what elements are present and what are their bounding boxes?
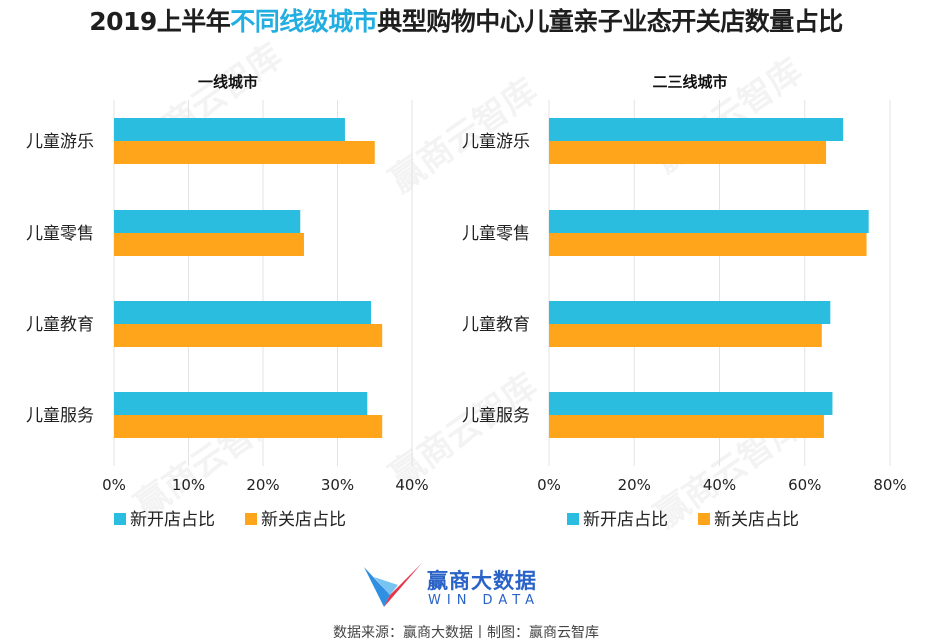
bar-open [114,301,372,324]
legend-swatch [567,513,579,525]
x-tick-label: 40% [395,476,428,494]
x-tick-label: 0% [102,476,126,494]
bar-chart-area: 赢商云智库赢商云智库赢商云智库赢商云智库赢商云智库赢商云智库0%10%20%30… [26,36,907,536]
title-suffix: 典型购物中心儿童亲子业态开关店数量占比 [377,7,843,36]
bar-close [114,324,383,347]
legend-swatch [114,513,126,525]
bar-close [114,415,383,438]
bar-close [114,233,304,256]
chart-title: 2019上半年不同线级城市典型购物中心儿童亲子业态开关店数量占比 [0,2,932,38]
title-prefix: 2019上半年 [89,7,231,36]
legend-label: 新关店占比 [261,510,346,530]
legend-swatch [245,513,257,525]
bar-open [114,210,301,233]
title-highlight: 不同线级城市 [230,7,378,36]
bar-open [549,118,844,141]
legend-label: 新开店占比 [130,510,215,530]
category-label: 儿童教育 [26,315,94,335]
source-note: 数据来源：赢商大数据丨制图：赢商云智库 [333,625,599,641]
x-tick-label: 60% [788,476,821,494]
category-label: 儿童游乐 [462,132,530,152]
category-label: 儿童教育 [462,315,530,335]
panel-title: 一线城市 [198,73,258,91]
bar-close [114,141,375,164]
category-label: 儿童服务 [26,406,94,426]
category-label: 儿童服务 [462,406,530,426]
bar-open [114,392,368,415]
bar-open [549,301,831,324]
category-label: 儿童游乐 [26,132,94,152]
x-tick-label: 10% [172,476,205,494]
x-tick-label: 20% [618,476,651,494]
bar-open [114,118,345,141]
logo-name: 赢商大数据 [427,569,537,593]
windata-logo-icon [364,563,422,607]
x-tick-label: 30% [321,476,354,494]
legend-swatch [698,513,710,525]
chart-panel-2: 0% 20% 40% 60% 80% 二三线城市儿童游乐儿童零售儿童教育儿童服务新开店占比… [462,73,907,530]
category-label: 儿童零售 [462,224,530,244]
legend-label: 新开店占比 [583,510,668,530]
bar-close [549,233,867,256]
x-tick-label: 80% [873,476,906,494]
x-tick-label: 0% [537,476,561,494]
bar-open [549,392,833,415]
legend-label: 新关店占比 [714,510,799,530]
windata-logo: 赢商大数据 WIN DATA [364,561,574,617]
x-tick-label: 20% [246,476,279,494]
logo-subtitle: WIN DATA [428,593,541,608]
bar-close [549,141,827,164]
panel-title: 二三线城市 [652,73,727,91]
bar-open [549,210,869,233]
x-tick-label: 40% [703,476,736,494]
category-label: 儿童零售 [26,224,94,244]
bar-close [549,415,824,438]
bar-close [549,324,822,347]
